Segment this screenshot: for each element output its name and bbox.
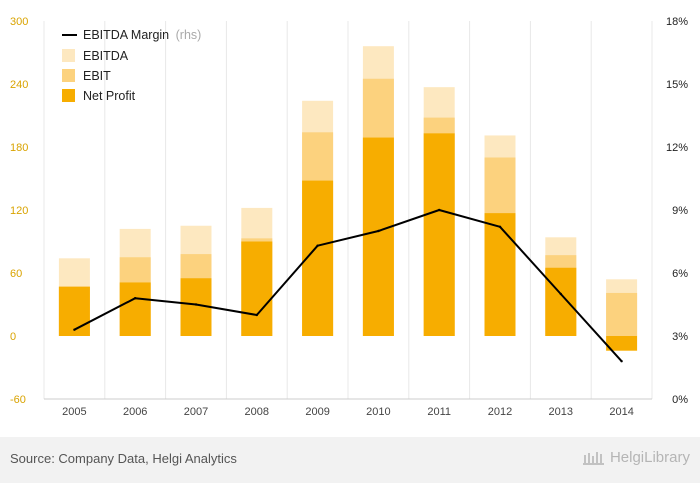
y-left-tick-label: 60 xyxy=(10,268,22,280)
point-ebitda-margin xyxy=(498,225,502,228)
x-tick-label: 2014 xyxy=(609,406,633,418)
x-tick-label: 2011 xyxy=(427,406,451,418)
bar-net-profit xyxy=(423,133,455,336)
point-ebitda-margin xyxy=(316,244,319,247)
y-right-tick-label: 12% xyxy=(666,142,688,154)
line-ebitda-margin xyxy=(73,209,623,362)
legend-label-ebit: EBIT xyxy=(83,69,111,83)
x-tick-label: 2012 xyxy=(488,406,512,418)
x-tick-label: 2005 xyxy=(62,406,86,418)
bar-net-profit xyxy=(58,286,90,336)
brand-name: HelgiLibrary xyxy=(609,449,690,466)
x-tick-label: 2008 xyxy=(245,406,269,418)
legend: EBITDA Margin (rhs) EBITDA EBIT Net Prof… xyxy=(62,28,201,103)
bar-net-profit xyxy=(119,282,151,336)
x-tick-label: 2007 xyxy=(184,406,208,418)
y-axis-left: -60 0 60 120 180 240 300 xyxy=(10,16,28,406)
bar-net-profit xyxy=(606,336,638,351)
legend-swatch-ebitda xyxy=(62,49,75,62)
y-right-tick-label: 6% xyxy=(672,268,688,280)
library-icon xyxy=(582,451,604,465)
grid xyxy=(43,21,653,400)
y-left-tick-label: 180 xyxy=(10,142,28,154)
y-left-tick-label: 120 xyxy=(10,205,28,217)
y-right-tick-label: 15% xyxy=(666,79,688,91)
bar-net-profit xyxy=(545,267,577,336)
x-tick-label: 2013 xyxy=(549,406,573,418)
legend-swatch-net-profit xyxy=(62,89,75,102)
point-ebitda-margin xyxy=(73,328,76,331)
y-right-tick-label: 3% xyxy=(672,331,688,343)
y-right-tick-label: 0% xyxy=(672,394,688,406)
x-axis: 2005 2006 2007 2008 2009 2010 2011 2012 2013 2014 xyxy=(62,406,634,418)
legend-label-ebitda: EBITDA xyxy=(83,49,129,63)
brand-logo: HelgiLibrary xyxy=(582,449,690,466)
x-tick-label: 2006 xyxy=(123,406,147,418)
x-tick-label: 2010 xyxy=(366,406,390,418)
point-ebitda-margin xyxy=(620,360,623,363)
point-ebitda-margin xyxy=(194,303,198,306)
legend-label-ebitda-margin-name: EBITDA Margin xyxy=(83,28,169,42)
y-axis-right: 0% 3% 6% 9% 12% 15% 18% xyxy=(666,16,688,406)
legend-label-ebitda-margin: EBITDA Margin (rhs) xyxy=(83,28,201,42)
y-left-tick-label: 300 xyxy=(10,16,28,28)
point-ebitda-margin xyxy=(559,292,562,296)
source-note: Source: Company Data, Helgi Analytics xyxy=(10,451,237,466)
legend-label-ebitda-margin-suffix: (rhs) xyxy=(176,28,202,42)
bar-ebit xyxy=(606,292,638,336)
y-left-tick-label: 0 xyxy=(10,331,16,343)
point-ebitda-margin xyxy=(438,208,441,212)
point-ebitda-margin xyxy=(134,297,137,300)
x-tick-label: 2009 xyxy=(305,406,329,418)
legend-label-net-profit: Net Profit xyxy=(83,89,136,103)
y-left-tick-label: -60 xyxy=(10,394,26,406)
point-ebitda-margin xyxy=(255,313,258,317)
y-left-tick-label: 240 xyxy=(10,79,28,91)
line-series xyxy=(73,208,623,363)
point-ebitda-margin xyxy=(377,229,380,233)
bar-net-profit xyxy=(362,137,394,336)
bar-net-profit xyxy=(484,213,516,336)
y-right-tick-label: 18% xyxy=(666,16,688,28)
footer: Source: Company Data, Helgi Analytics He… xyxy=(0,437,700,483)
chart: -60 0 60 120 180 240 300 0% 3% 6% 9% 12% 15% 18% 200… xyxy=(10,16,688,418)
legend-swatch-ebit xyxy=(62,69,75,82)
bar-net-profit xyxy=(241,241,273,336)
y-right-tick-label: 9% xyxy=(672,205,688,217)
